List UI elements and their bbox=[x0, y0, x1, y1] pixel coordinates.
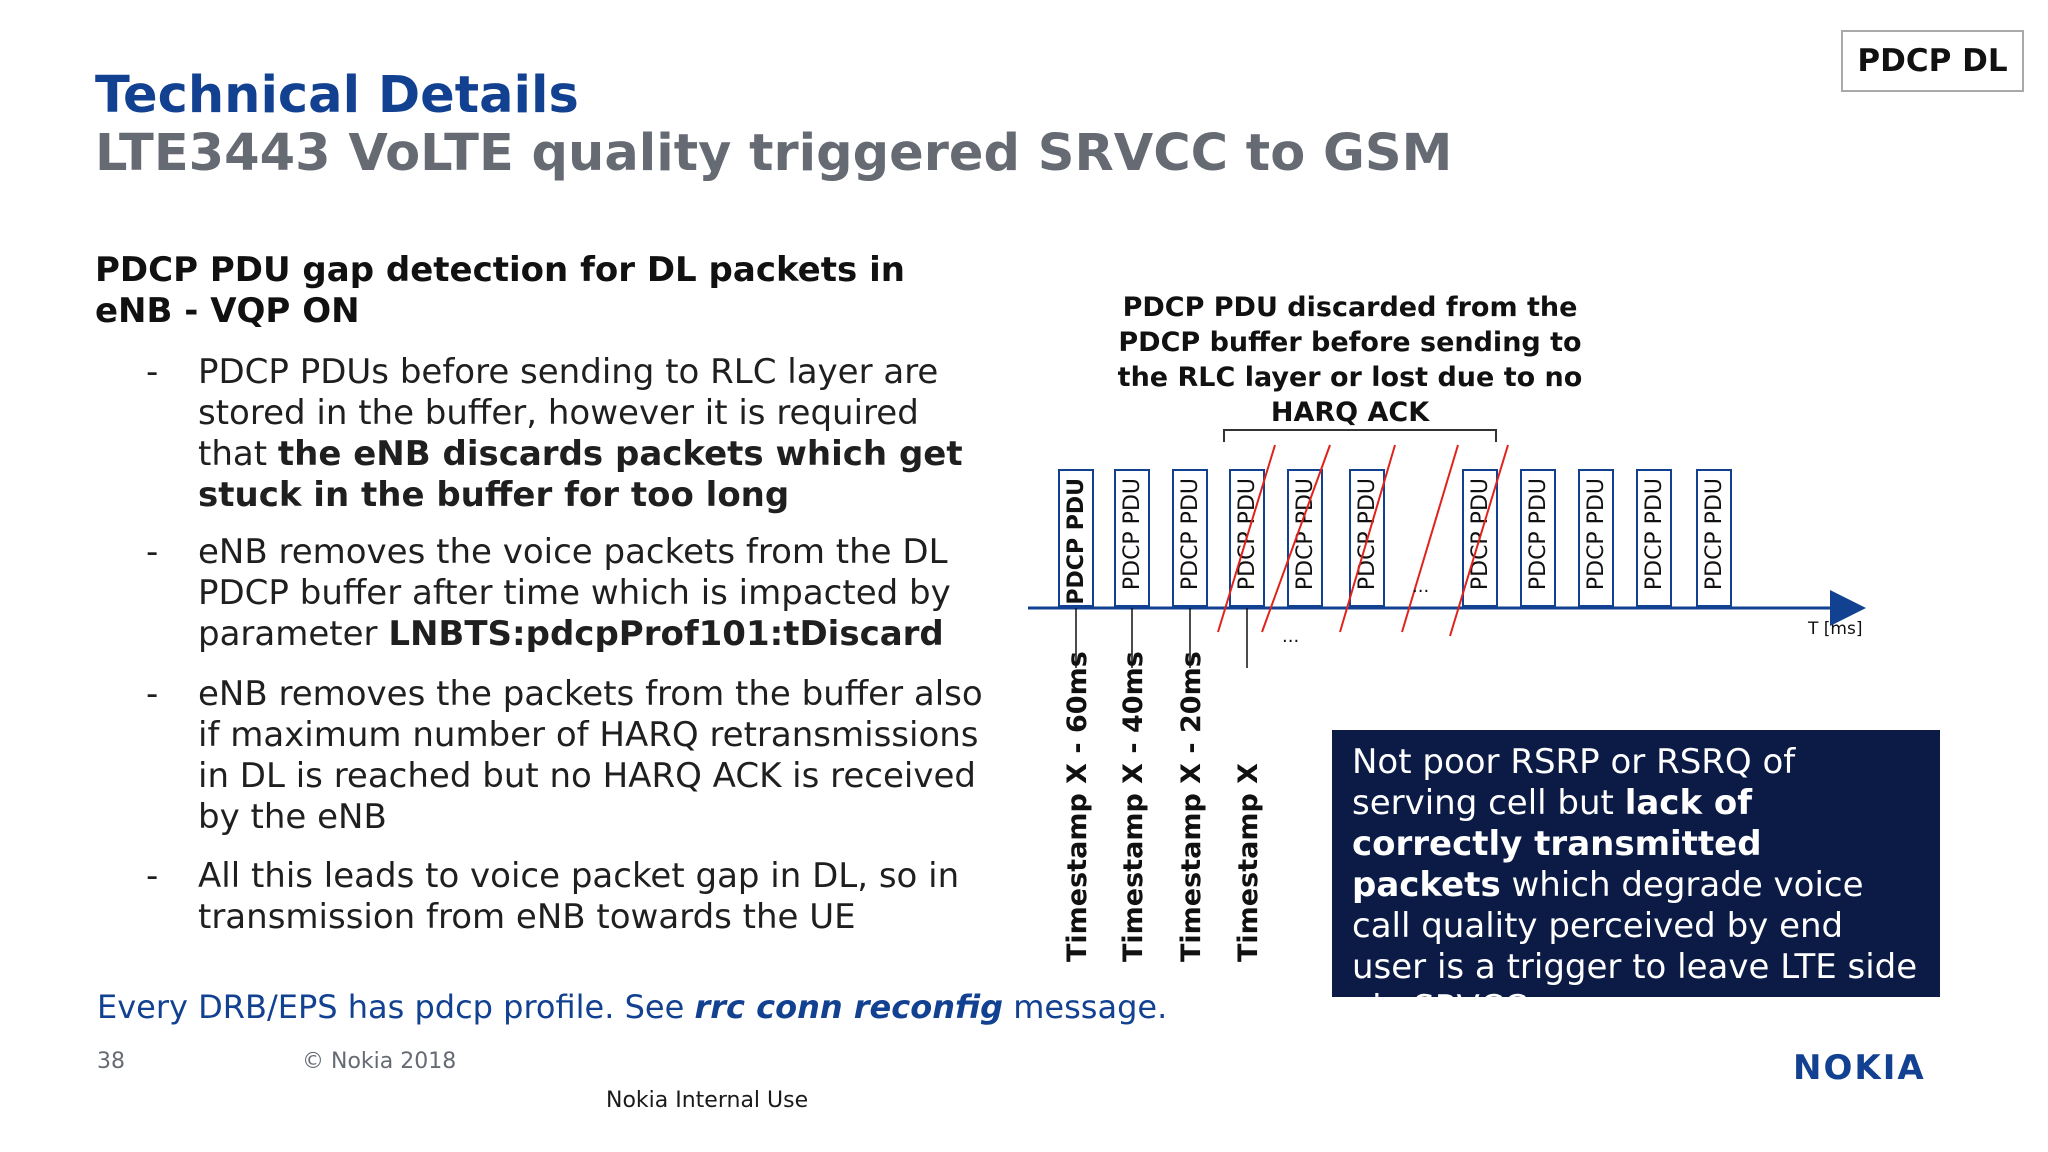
pdcp-pdu-box: PDCP PDU bbox=[1058, 469, 1094, 607]
pdcp-pdu-rect bbox=[1578, 469, 1614, 607]
discard-strike-line bbox=[1339, 444, 1396, 633]
pdcp-pdu-label: PDCP PDU bbox=[1642, 478, 1667, 590]
pdcp-pdu-rect bbox=[1636, 469, 1672, 607]
footnote-text-end: message. bbox=[1003, 988, 1168, 1026]
footnote: Every DRB/EPS has pdcp profile. See rrc … bbox=[97, 988, 1167, 1026]
pdcp-pdu-label: PDCP PDU bbox=[1702, 478, 1727, 590]
ellipsis-below-axis: ... bbox=[1282, 626, 1299, 647]
pdcp-pdu-label: PDCP PDU bbox=[1178, 478, 1203, 590]
pdcp-pdu-label: PDCP PDU bbox=[1120, 478, 1145, 590]
discard-strike-line bbox=[1401, 444, 1459, 633]
discard-strike-line bbox=[1261, 444, 1331, 633]
pdcp-pdu-rect bbox=[1287, 469, 1323, 607]
copyright: © Nokia 2018 bbox=[302, 1049, 457, 1074]
pdcp-pdu-rect bbox=[1114, 469, 1150, 607]
bullet-text-bold: the eNB discards packets which get stuck… bbox=[198, 434, 963, 515]
nokia-logo: NOKIA bbox=[1793, 1048, 1926, 1088]
page-number: 38 bbox=[97, 1049, 125, 1074]
timestamp-label: Timestamp X - 60ms bbox=[1062, 651, 1093, 962]
page-subtitle: LTE3443 VoLTE quality triggered SRVCC to… bbox=[95, 124, 1453, 183]
pdcp-pdu-label: PDCP PDU bbox=[1355, 478, 1380, 590]
pdcp-pdu-box: PDCP PDU bbox=[1172, 469, 1208, 607]
discard-bracket bbox=[1223, 429, 1497, 442]
pdcp-pdu-box: PDCP PDU bbox=[1636, 469, 1672, 607]
callout-text-end: which degrade voice call quality perceiv… bbox=[1352, 865, 1918, 1028]
footnote-text: Every DRB/EPS has pdcp profile. See bbox=[97, 988, 695, 1026]
pdcp-pdu-rect bbox=[1172, 469, 1208, 607]
callout-text-bold: lack of correctly transmitted packets bbox=[1352, 783, 1762, 905]
diagram-caption: PDCP PDU discarded from the PDCP buffer … bbox=[1117, 292, 1583, 428]
page-title: Technical Details bbox=[95, 66, 579, 125]
callout-text: Not poor RSRP or RSRQ of serving cell bu… bbox=[1352, 742, 1796, 823]
timestamp-label: Timestamp X - 20ms bbox=[1176, 651, 1207, 962]
bullet-text: eNB removes the packets from the buffer … bbox=[198, 674, 983, 837]
bullet-text-regular: PDCP PDUs before sending to RLC layer ar… bbox=[198, 352, 939, 474]
pdcp-pdu-box: PDCP PDU bbox=[1114, 469, 1150, 607]
pdcp-pdu-label: PDCP PDU bbox=[1526, 478, 1551, 590]
bullet-dash: - bbox=[146, 674, 159, 714]
bullet-text: eNB removes the voice packets from the D… bbox=[198, 532, 988, 655]
timestamp-label: Timestamp X - 40ms bbox=[1118, 651, 1149, 962]
footnote-emphasis: rrc conn reconfig bbox=[694, 988, 1004, 1026]
section-tag: PDCP DL bbox=[1841, 30, 2024, 92]
bullet-text-regular: eNB removes the voice packets from the D… bbox=[198, 532, 951, 654]
discard-strike-line bbox=[1217, 444, 1276, 633]
axis-label: T [ms] bbox=[1807, 619, 1862, 639]
pdcp-pdu-label: PDCP PDU bbox=[1064, 478, 1089, 605]
ellipsis-above-axis: ... bbox=[1412, 576, 1429, 597]
timestamp-label: Timestamp X bbox=[1233, 763, 1264, 962]
bullet-dash: - bbox=[146, 532, 159, 572]
pdcp-pdu-box: PDCP PDU bbox=[1287, 469, 1323, 607]
pdcp-pdu-label: PDCP PDU bbox=[1584, 478, 1609, 590]
discard-strike-line bbox=[1449, 444, 1509, 637]
content-heading: PDCP PDU gap detection for DL packets in… bbox=[95, 250, 905, 331]
pdcp-pdu-rect bbox=[1058, 469, 1094, 607]
bullet-text-bold: LNBTS:pdcpProf101:tDiscard bbox=[388, 614, 944, 654]
bullet-dash: - bbox=[146, 856, 159, 896]
pdcp-pdu-box: PDCP PDU bbox=[1520, 469, 1556, 607]
pdcp-pdu-box: PDCP PDU bbox=[1696, 469, 1732, 607]
pdcp-pdu-rect bbox=[1696, 469, 1732, 607]
bullet-text: All this leads to voice packet gap in DL… bbox=[198, 856, 960, 937]
callout-box: Not poor RSRP or RSRQ of serving cell bu… bbox=[1332, 730, 1940, 1028]
classification-label: Nokia Internal Use bbox=[606, 1088, 809, 1113]
pdcp-pdu-box: PDCP PDU bbox=[1578, 469, 1614, 607]
bullet-dash: - bbox=[146, 352, 159, 392]
pdcp-pdu-rect bbox=[1520, 469, 1556, 607]
bullet-text: PDCP PDUs before sending to RLC layer ar… bbox=[198, 352, 988, 516]
